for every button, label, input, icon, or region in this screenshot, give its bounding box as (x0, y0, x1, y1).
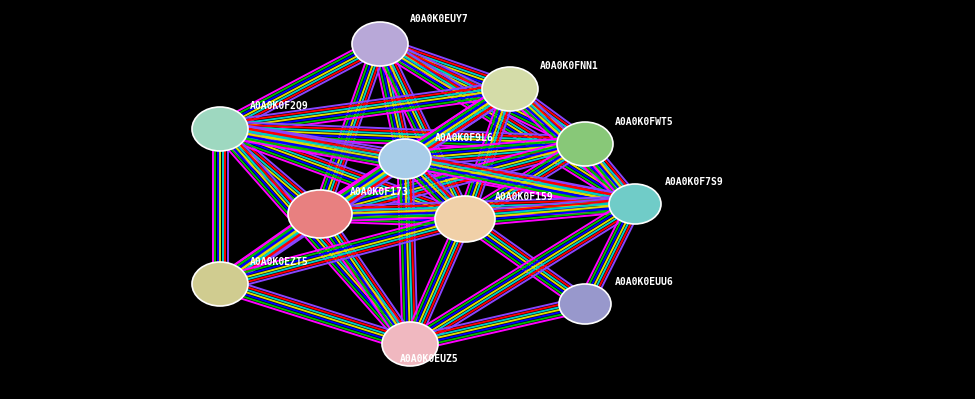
Ellipse shape (288, 190, 352, 238)
Text: A0A0K0FWT5: A0A0K0FWT5 (615, 117, 674, 127)
Ellipse shape (382, 322, 438, 366)
Ellipse shape (559, 284, 611, 324)
Ellipse shape (352, 22, 408, 66)
Text: A0A0K0F173: A0A0K0F173 (350, 187, 409, 197)
Text: A0A0K0EZT5: A0A0K0EZT5 (250, 257, 309, 267)
Ellipse shape (557, 122, 613, 166)
Ellipse shape (482, 67, 538, 111)
Ellipse shape (609, 184, 661, 224)
Text: A0A0K0F7S9: A0A0K0F7S9 (665, 177, 723, 187)
Text: A0A0K0F2Q9: A0A0K0F2Q9 (250, 101, 309, 111)
Ellipse shape (379, 139, 431, 179)
Ellipse shape (192, 107, 248, 151)
Text: A0A0K0EUZ5: A0A0K0EUZ5 (400, 354, 459, 364)
Ellipse shape (435, 196, 495, 242)
Text: A0A0K0FNN1: A0A0K0FNN1 (540, 61, 599, 71)
Text: A0A0K0EUU6: A0A0K0EUU6 (615, 277, 674, 287)
Text: A0A0K0F159: A0A0K0F159 (495, 192, 554, 202)
Text: A0A0K0EUY7: A0A0K0EUY7 (410, 14, 469, 24)
Text: A0A0K0F9L6: A0A0K0F9L6 (435, 133, 493, 143)
Ellipse shape (192, 262, 248, 306)
